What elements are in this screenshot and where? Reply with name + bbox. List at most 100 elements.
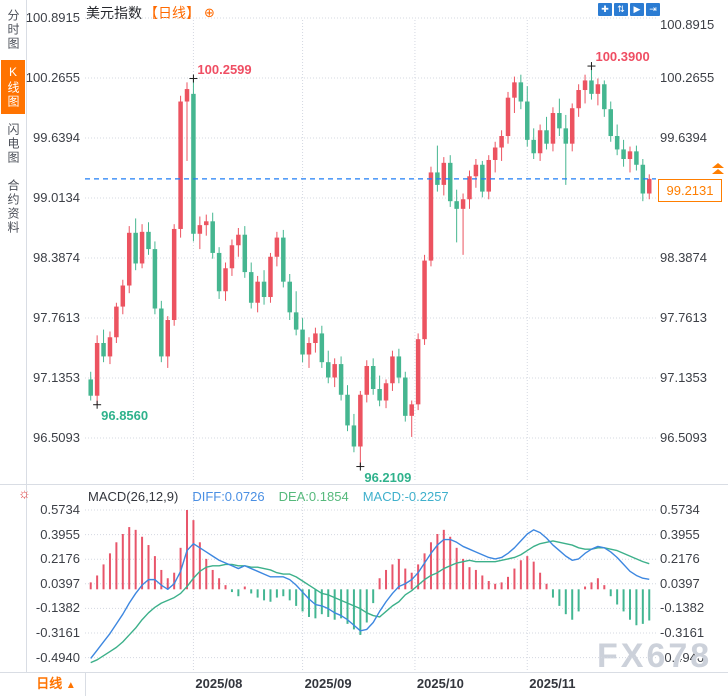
current-price-badge: 99.2131 (658, 179, 722, 202)
candle-body (460, 199, 466, 209)
candle-body (146, 231, 151, 250)
candle-body (107, 337, 113, 357)
candle-body (255, 281, 260, 303)
macd-axis-label-right: -0.1382 (660, 600, 705, 616)
diff-line (90, 529, 650, 659)
candle-body (537, 130, 543, 154)
candle-body (390, 356, 395, 384)
candle-body (159, 308, 164, 357)
candle-body (139, 231, 145, 264)
candle-body (358, 394, 363, 447)
chart-title: 美元指数 【日线】 ⊕ (86, 3, 215, 23)
extreme-low-annotation: 96.2109 (364, 469, 412, 485)
candle-body (268, 256, 273, 298)
candle-body (621, 149, 626, 160)
candle-body (441, 162, 447, 185)
candle-body (383, 383, 389, 401)
macd-diff-value: DIFF:0.0726 (192, 489, 265, 504)
candle-body (608, 109, 613, 137)
candle-body (602, 84, 607, 110)
candle-body (557, 113, 562, 129)
candle-body (351, 425, 357, 447)
dea-line (90, 540, 650, 664)
indicator-settings-icon[interactable]: ☼ (18, 485, 31, 501)
candle-body (396, 356, 402, 378)
candle-body (563, 128, 569, 144)
candle-body (415, 339, 421, 405)
candle-body (88, 379, 93, 396)
candle-body (126, 232, 132, 286)
candle-body (236, 234, 241, 246)
candle-body (101, 343, 106, 357)
candle-body (492, 147, 498, 160)
add-indicator-icon[interactable]: ⊕ (204, 5, 215, 20)
macd-axis-label-left: 0.2176 (40, 551, 80, 567)
candle-body (377, 389, 382, 401)
candle-body (364, 366, 370, 395)
candle-body (313, 333, 318, 344)
macd-axis-label-right: 0.3955 (660, 526, 700, 542)
candle-body (473, 164, 479, 177)
candle-body (281, 237, 286, 282)
candle-body (152, 249, 158, 309)
export-icon[interactable]: ⇥ (646, 3, 660, 16)
macd-axis-label-right: 0.0397 (660, 575, 700, 591)
macd-axis-label-right: 0.2176 (660, 551, 700, 567)
auto-fit-icon[interactable]: ▶ (630, 3, 644, 16)
candle-body (345, 394, 350, 426)
sidebar-item-0[interactable]: 分时图 (6, 9, 20, 51)
candle-body (216, 252, 222, 292)
candle-body (184, 89, 190, 102)
candle-body (306, 343, 312, 355)
candle-body (525, 101, 530, 140)
candle-body (576, 90, 581, 109)
candle-body (634, 151, 639, 165)
candle-body (454, 201, 459, 209)
period-selector[interactable]: 日线 ▲ (27, 672, 86, 696)
macd-axis-label-right: -0.4940 (660, 649, 705, 665)
period-selector-label: 日线 (36, 676, 63, 691)
macd-axis-label-left: 0.3955 (40, 526, 80, 542)
sidebar-item-3[interactable]: 合约资料 (6, 179, 20, 235)
candle-body (480, 164, 485, 192)
macd-axis-label-left: 0.5734 (40, 502, 80, 517)
price-axis-label-right: 97.7613 (660, 310, 707, 325)
candle-body (287, 281, 292, 313)
candle-body (114, 306, 119, 338)
price-axis-label-right: 96.5093 (660, 430, 707, 445)
sidebar-item-2[interactable]: 闪电图 (6, 123, 20, 165)
macd-axis-label-right: 0.5734 (660, 502, 700, 517)
macd-axis-label-left: 0.0397 (40, 575, 80, 591)
fx678-watermark: FX678 (597, 637, 713, 675)
sidebar-item-1[interactable]: K线图 (1, 60, 25, 114)
candle-body (319, 333, 325, 363)
macd-axis-label-left: -0.1382 (35, 600, 80, 616)
macd-name: MACD(26,12,9) (88, 489, 179, 504)
price-axis-label-left: 98.3874 (33, 250, 80, 265)
candle-body (647, 178, 652, 194)
candle-body (94, 343, 100, 396)
price-axis-label-left: 99.6394 (33, 130, 80, 145)
candle-body (589, 80, 594, 94)
candle-body (595, 84, 601, 94)
candle-body (326, 362, 331, 378)
candle-body (197, 225, 203, 234)
price-axis-label-left: 100.2655 (25, 70, 80, 85)
candle-body (120, 285, 126, 307)
candle-body (582, 80, 588, 91)
candle-body (133, 232, 138, 264)
candle-body (338, 364, 344, 395)
candle-body (569, 108, 575, 144)
date-label: 2025/09 (304, 676, 352, 691)
candle-body (165, 320, 170, 357)
candle-body (229, 245, 235, 269)
extreme-high-annotation: 100.3900 (595, 49, 650, 65)
panel-divider (0, 484, 728, 485)
candle-body (403, 377, 408, 416)
candle-body (428, 172, 434, 261)
candle-body (550, 113, 556, 144)
price-axis-label-left: 100.8915 (25, 10, 80, 25)
axis-scale-icon[interactable]: ⇅ (614, 3, 628, 16)
move-icon[interactable]: ✚ (598, 3, 612, 16)
